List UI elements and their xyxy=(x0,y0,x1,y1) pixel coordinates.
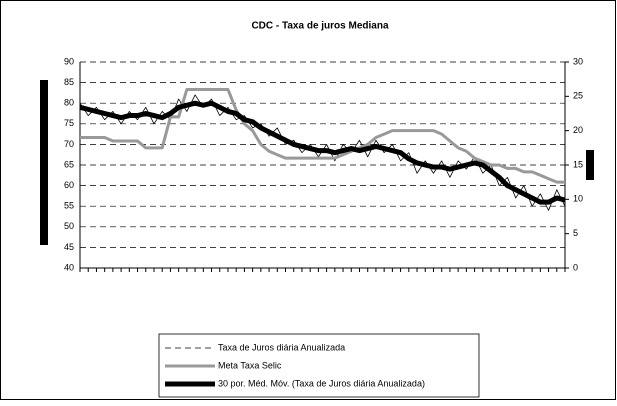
y-tick-label: 50 xyxy=(64,221,74,231)
legend-label: Taxa de Juros diária Anualizada xyxy=(218,342,345,352)
chart-title: CDC - Taxa de juros Mediana xyxy=(251,21,389,32)
y2-tick-label: 0 xyxy=(573,262,578,272)
redacted-axis-label xyxy=(40,80,48,245)
y-tick-label: 85 xyxy=(64,77,74,87)
y-tick-label: 40 xyxy=(64,262,74,272)
redacted-axis-label xyxy=(586,150,594,180)
y2-tick-label: 15 xyxy=(573,159,583,169)
y-tick-label: 90 xyxy=(64,56,74,66)
series-line xyxy=(80,87,565,184)
legend-label: 30 por. Méd. Móv. (Taxa de Juros diária … xyxy=(218,378,425,388)
y-tick-label: 80 xyxy=(64,98,74,108)
y-tick-label: 60 xyxy=(64,180,74,190)
y-tick-label: 75 xyxy=(64,118,74,128)
legend-label: Meta Taxa Selic xyxy=(218,360,282,370)
series-line xyxy=(79,100,566,205)
y-tick-label: 55 xyxy=(64,201,74,211)
y2-tick-label: 20 xyxy=(573,125,583,135)
y2-tick-label: 10 xyxy=(573,194,583,204)
y2-tick-label: 5 xyxy=(573,228,578,238)
y-tick-label: 45 xyxy=(64,242,74,252)
y2-tick-label: 30 xyxy=(573,56,583,66)
y-tick-label: 65 xyxy=(64,159,74,169)
y-tick-label: 70 xyxy=(64,139,74,149)
y2-tick-label: 25 xyxy=(573,91,583,101)
